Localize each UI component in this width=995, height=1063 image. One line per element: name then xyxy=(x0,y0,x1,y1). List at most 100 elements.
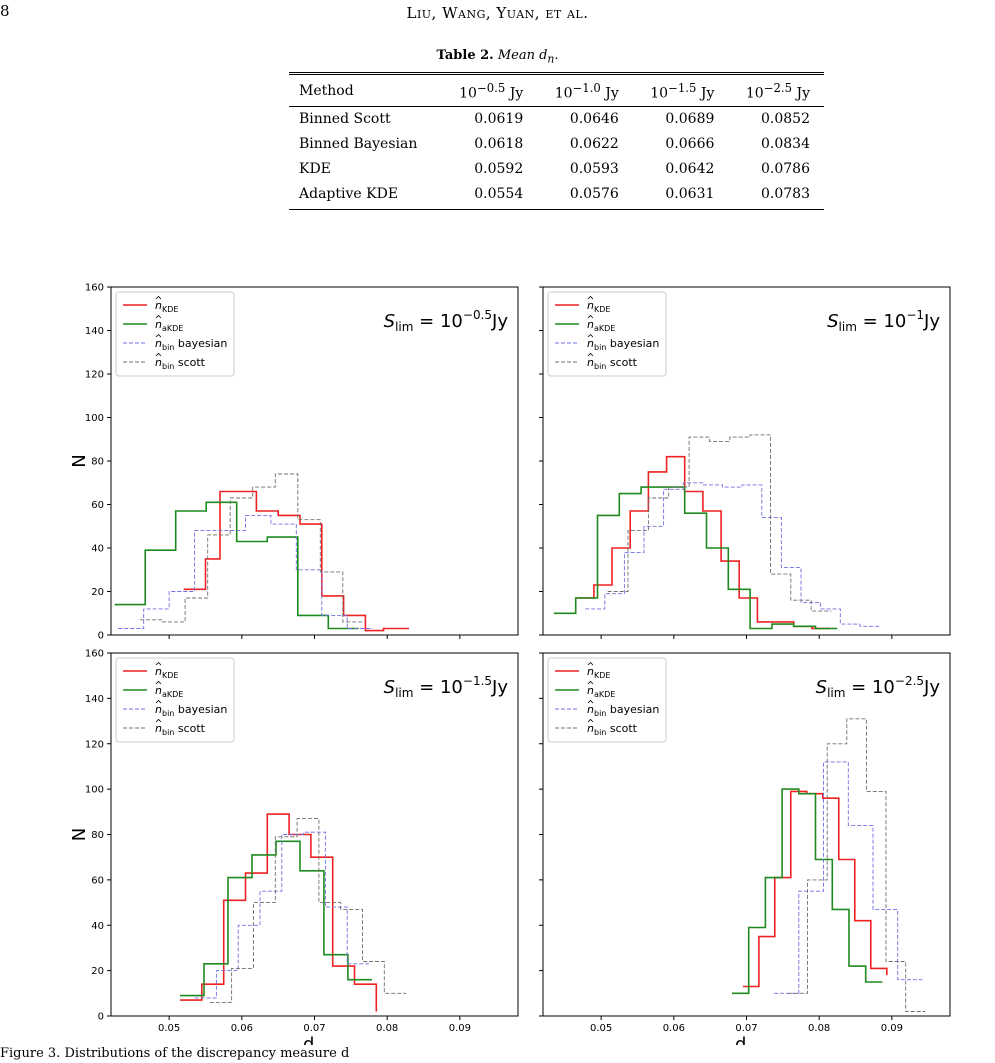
hat-mark xyxy=(155,352,162,357)
table-row: Binned Bayesian 0.0618 0.0622 0.0666 0.0… xyxy=(289,132,824,157)
x-axis-label: dn xyxy=(735,1034,754,1045)
series-line-scott xyxy=(607,434,832,612)
hat-mark xyxy=(155,295,162,300)
x-tick-label: 0.07 xyxy=(735,1023,757,1034)
legend: nKDE naKDE nbin bayesian nbin scott xyxy=(547,657,667,743)
column-header: 10−0.5 Jy xyxy=(441,72,538,107)
table-caption-sub: n xyxy=(547,52,555,66)
value-cell: 0.0618 xyxy=(474,136,524,153)
y-tick-label: 0 xyxy=(98,1012,104,1023)
column-header: 10−2.5 Jy xyxy=(728,72,824,107)
panel-annotation: Slim = 10−1Jy xyxy=(827,308,940,334)
column-header: 10−1.0 Jy xyxy=(537,72,633,107)
legend-label: nKDE xyxy=(587,299,610,314)
y-tick-label: 140 xyxy=(85,326,104,337)
chart-panel-2: nKDE naKDE nbin bayesian nbin scott Slim = 1… xyxy=(539,286,951,639)
x-tick-label: 0.08 xyxy=(376,1023,398,1034)
series-line-akde xyxy=(114,501,359,630)
x-tick-label: 0.07 xyxy=(303,1023,325,1034)
legend-label: nbin bayesian xyxy=(587,337,659,352)
y-tick-label: 160 xyxy=(85,283,104,294)
series-line-bayesian xyxy=(774,761,923,994)
value-cell: 0.0666 xyxy=(665,136,715,153)
series-line-bayesian xyxy=(585,482,880,627)
hat-mark xyxy=(587,295,594,300)
chart-panel-4: 0.05 0.06 0.07 0.08 0.09 dn nKDE naKDE nbin baye… xyxy=(539,652,951,1045)
x-tick-label: 0.09 xyxy=(449,1023,471,1034)
legend: nKDE naKDE nbin bayesian nbin scott xyxy=(115,657,235,743)
table-row: Binned Scott 0.0619 0.0646 0.0689 0.0852 xyxy=(289,106,824,132)
value-cell: 0.0631 xyxy=(632,181,729,210)
legend-label: naKDE xyxy=(155,684,183,699)
y-tick-label: 0 xyxy=(98,631,104,642)
y-tick-label: 120 xyxy=(85,370,104,381)
legend-label: naKDE xyxy=(587,318,615,333)
hat-mark xyxy=(155,314,162,319)
page-number: 8 xyxy=(0,2,10,20)
y-tick-label: 20 xyxy=(91,966,104,977)
table-row: KDE 0.0592 0.0593 0.0642 0.0786 xyxy=(289,157,824,182)
x-tick-label: 0.06 xyxy=(663,1023,685,1034)
method-header: Method xyxy=(289,72,442,107)
table-label: Table 2. xyxy=(436,48,494,63)
legend-label: nbin scott xyxy=(155,356,206,371)
series-line-bayesian xyxy=(118,514,373,629)
x-tick-label: 0.08 xyxy=(808,1023,830,1034)
value-cell: 0.0689 xyxy=(665,111,715,128)
value-cell: 0.0576 xyxy=(537,181,633,210)
legend-label: nKDE xyxy=(155,299,178,314)
panel-annotation: Slim = 10−0.5Jy xyxy=(384,308,509,334)
series-line-scott xyxy=(209,818,407,1003)
value-cell: 0.0783 xyxy=(728,181,824,210)
value-cell: 0.0642 xyxy=(665,161,715,178)
x-tick-label: 0.05 xyxy=(590,1023,612,1034)
hat-mark xyxy=(587,314,594,319)
hat-mark xyxy=(155,699,162,704)
y-tick-label: 40 xyxy=(91,921,104,932)
legend-label: nbin scott xyxy=(587,356,638,371)
method-cell: Binned Bayesian xyxy=(299,136,418,153)
method-cell: KDE xyxy=(299,161,331,178)
legend-box xyxy=(547,291,667,377)
value-cell: 0.0786 xyxy=(761,161,810,178)
series-line-kde xyxy=(180,813,378,1012)
y-tick-label: 60 xyxy=(91,500,104,511)
value-cell: 0.0646 xyxy=(569,111,619,128)
table-caption-text: Mean d xyxy=(497,48,548,63)
y-tick-label: 120 xyxy=(85,739,104,750)
legend-box xyxy=(115,657,235,743)
legend-label: nbin bayesian xyxy=(587,703,659,718)
series-line-scott xyxy=(787,718,926,1012)
legend: nKDE naKDE nbin bayesian nbin scott xyxy=(115,291,235,377)
y-tick-label: 40 xyxy=(91,544,104,555)
hat-mark xyxy=(587,352,594,357)
y-tick-label: 20 xyxy=(91,587,104,598)
y-tick-label: 100 xyxy=(85,785,104,796)
hat-mark xyxy=(587,699,594,704)
chart-panel-3: 0 20 40 60 80 100 120 140 160 0.05 0.06 0.07 0.08 0.0… xyxy=(69,649,519,1045)
legend-box xyxy=(547,657,667,743)
table-header-row: Method 10−0.5 Jy 10−1.0 Jy 10−1.5 Jy 10−… xyxy=(289,72,824,107)
y-tick-label: 80 xyxy=(91,830,104,841)
series-line-bayesian xyxy=(194,831,369,999)
y-tick-label: 160 xyxy=(85,649,104,660)
method-cell: Binned Scott xyxy=(299,111,391,128)
series-line-akde xyxy=(180,840,372,997)
x-tick-label: 0.05 xyxy=(158,1023,180,1034)
legend-label: nKDE xyxy=(587,665,610,680)
value-cell: 0.0554 xyxy=(441,181,538,210)
value-cell: 0.0622 xyxy=(569,136,619,153)
legend-label: nbin scott xyxy=(587,722,638,737)
hat-mark xyxy=(587,661,594,666)
legend-label: nbin bayesian xyxy=(155,337,227,352)
hat-mark xyxy=(587,680,594,685)
hat-mark xyxy=(587,333,594,338)
y-tick-label: 100 xyxy=(85,413,104,424)
series-line-akde xyxy=(553,486,838,630)
value-cell: 0.0592 xyxy=(474,161,524,178)
legend-label: naKDE xyxy=(587,684,615,699)
x-axis-label: dn xyxy=(303,1034,322,1045)
value-cell: 0.0619 xyxy=(474,111,524,128)
